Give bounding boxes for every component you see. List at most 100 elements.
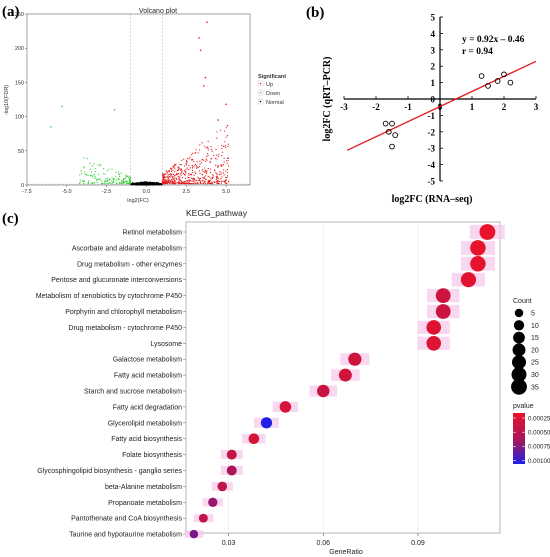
up-point	[185, 172, 187, 174]
up-point	[190, 159, 193, 161]
up-point	[184, 182, 186, 185]
up-point	[225, 147, 227, 149]
up-point	[178, 182, 180, 184]
correlation-x-tick-label: 2	[502, 102, 507, 112]
kegg-dot	[260, 417, 273, 429]
up-point	[221, 176, 223, 178]
up-point	[186, 157, 189, 160]
down-point	[119, 175, 121, 177]
normal-point	[135, 183, 138, 185]
up-point	[212, 176, 214, 178]
up-point	[172, 173, 175, 175]
up-point	[207, 168, 209, 170]
kegg-term-label: Taurine and hypotaurine metabolism	[69, 532, 182, 539]
kegg-dot	[470, 240, 486, 256]
up-point	[203, 176, 205, 178]
up-point	[178, 178, 180, 180]
up-point	[207, 140, 209, 142]
kegg-title: KEGG_pathway	[186, 208, 248, 218]
up-point	[176, 172, 178, 174]
kegg-term-label: Fatty acid biosynthesis	[111, 436, 182, 443]
up-point	[174, 168, 176, 170]
kegg-term-label: Lysosome	[150, 341, 182, 348]
up-point	[194, 171, 196, 173]
up-point	[179, 179, 181, 181]
down-point	[87, 175, 89, 177]
up-point	[199, 160, 201, 162]
up-point	[191, 167, 194, 169]
up-point	[186, 179, 188, 182]
up-point	[181, 176, 184, 179]
up-point	[205, 171, 207, 173]
up-point	[197, 183, 199, 185]
correlation-point	[485, 83, 491, 89]
down-point	[124, 181, 126, 184]
up-point	[167, 179, 169, 181]
kegg-dot-plot: KEGG_pathway Retinol metabolism Ascorbate…	[36, 208, 550, 556]
down-point	[79, 174, 81, 176]
down-point	[118, 182, 121, 184]
down-point	[104, 180, 106, 182]
up-point	[171, 182, 173, 184]
correlation-point	[389, 143, 395, 150]
normal-point	[150, 183, 153, 186]
down-point	[107, 180, 109, 182]
up-point	[178, 181, 180, 183]
correlation-x-tick-label: -3	[340, 102, 348, 112]
down-point	[93, 173, 95, 175]
up-point	[211, 157, 213, 160]
up-point	[164, 175, 166, 177]
down-point	[96, 178, 98, 181]
up-point	[225, 176, 227, 179]
normal-point	[133, 182, 136, 185]
up-point	[209, 176, 211, 178]
down-point	[122, 178, 124, 181]
up-point	[173, 182, 175, 185]
up-point	[186, 161, 188, 163]
down-point	[104, 173, 106, 175]
down-point	[118, 177, 120, 179]
up-point	[207, 152, 209, 155]
kegg-dot	[435, 304, 451, 319]
up-point	[171, 180, 173, 182]
down-point	[109, 182, 111, 184]
kegg-dot	[189, 529, 199, 539]
count-legend-label: 10	[531, 323, 539, 330]
regression-line	[346, 60, 537, 151]
down-point	[108, 182, 110, 184]
up-point	[210, 178, 212, 180]
kegg-dot	[338, 368, 352, 382]
down-point	[129, 179, 131, 182]
kegg-term-label: Fatty acid metabolism	[114, 373, 182, 380]
correlation-y-tick-label: 5	[431, 13, 436, 23]
up-point	[201, 162, 203, 164]
down-point	[96, 181, 98, 183]
up-point	[224, 180, 226, 183]
volcano-y-tick-label: 100	[15, 115, 24, 121]
up-point	[216, 158, 218, 160]
up-point	[222, 145, 225, 147]
down-point	[91, 176, 94, 178]
down-point	[79, 179, 81, 181]
up-point	[197, 176, 199, 178]
up-point	[223, 161, 225, 163]
volcano-legend: Significant Up Down Normal	[257, 74, 286, 106]
up-point	[191, 177, 193, 179]
up-point	[213, 154, 215, 156]
down-point	[106, 183, 108, 185]
up-point	[206, 173, 208, 175]
up-point	[170, 172, 172, 175]
down-point	[129, 181, 132, 184]
up-point	[210, 145, 212, 148]
down-point	[118, 173, 120, 175]
up-point	[216, 179, 219, 182]
up-point	[193, 183, 195, 185]
up-point	[168, 179, 170, 181]
correlation-coefficient: r = 0.94	[462, 47, 493, 57]
down-point	[112, 181, 114, 183]
up-point	[205, 179, 207, 181]
up-point	[209, 182, 212, 185]
legend-down-dot	[259, 91, 262, 94]
up-point	[220, 164, 222, 166]
